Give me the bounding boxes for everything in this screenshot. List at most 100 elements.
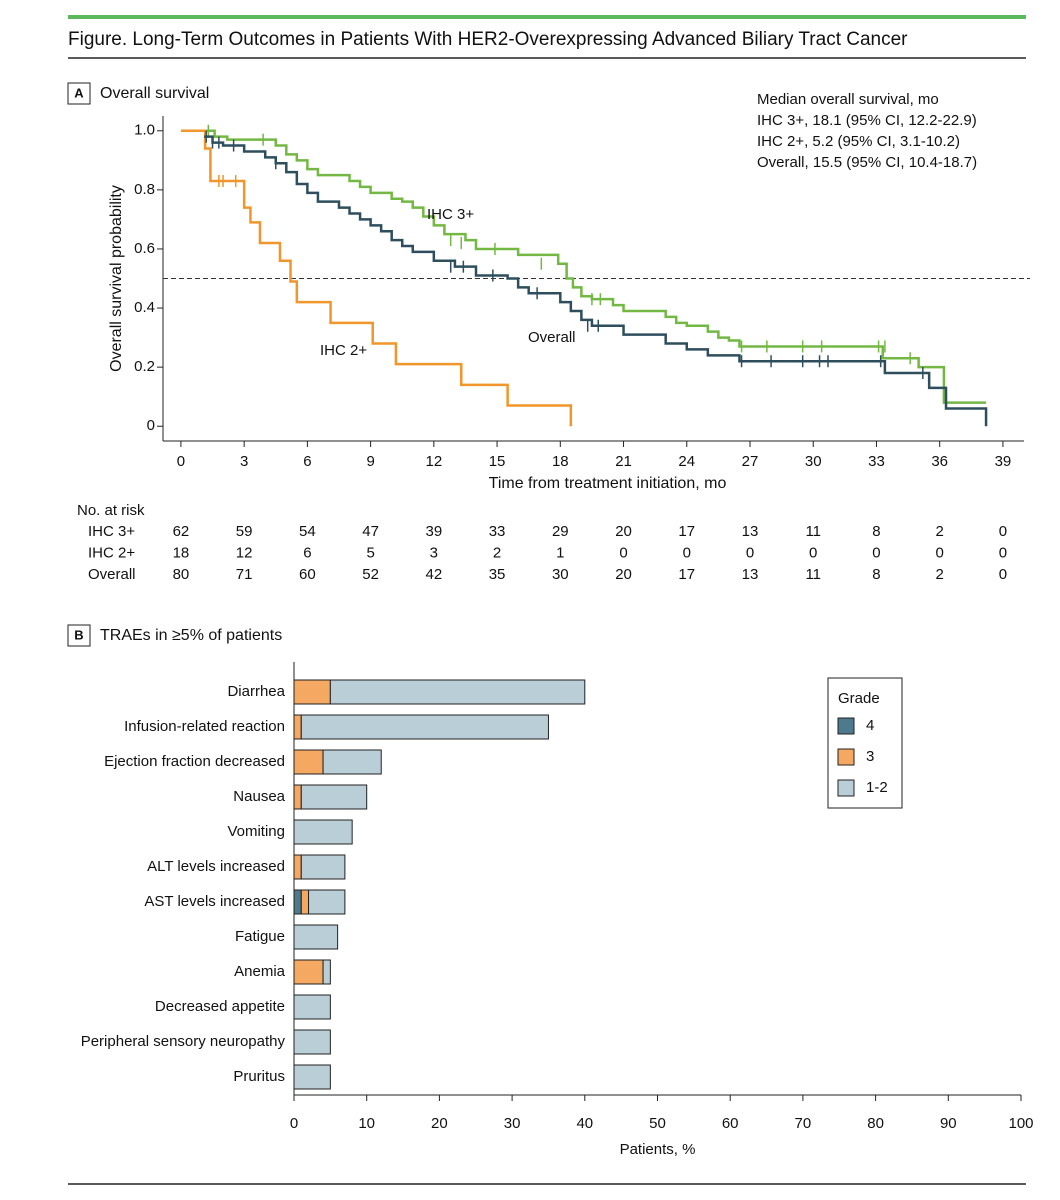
category-label: Nausea (233, 788, 285, 805)
at-risk-value: 33 (489, 523, 506, 540)
at-risk-value: 3 (430, 544, 438, 561)
at-risk-value: 11 (805, 566, 821, 583)
category-label: Infusion-related reaction (124, 718, 285, 735)
x-tick-label: 60 (722, 1115, 739, 1132)
category-label: Peripheral sensory neuropathy (81, 1033, 286, 1050)
x-tick-label: 90 (940, 1115, 957, 1132)
x-tick-label: 70 (795, 1115, 812, 1132)
bar-segment (293, 819, 353, 845)
at-risk-value: 2 (493, 544, 501, 561)
panel-label-box (67, 82, 91, 105)
panel-title: TRAEs in ≥5% of patients (100, 627, 282, 644)
x-tick-label: 36 (931, 453, 948, 470)
at-risk-value: 47 (362, 523, 379, 540)
panel-title: Overall survival (100, 85, 209, 102)
x-tick-label: 30 (504, 1115, 521, 1132)
annotation-line: Overall, 15.5 (95% CI, 10.4-18.7) (757, 154, 977, 171)
at-risk-value: 0 (683, 544, 691, 561)
bar-segment (293, 924, 339, 950)
at-risk-row-label: Overall (88, 566, 136, 583)
at-risk-title: No. at risk (77, 502, 145, 519)
bar-segment (308, 889, 346, 915)
category-label: Anemia (234, 963, 286, 980)
y-tick-label: 0.2 (134, 358, 155, 375)
x-tick-label: 50 (649, 1115, 666, 1132)
x-tick-label: 80 (867, 1115, 884, 1132)
top-rule (68, 15, 1026, 19)
at-risk-row-label: IHC 3+ (88, 523, 135, 540)
at-risk-value: 71 (236, 566, 253, 583)
x-tick-label: 20 (431, 1115, 448, 1132)
bar-segment (293, 714, 302, 740)
category-label: ALT levels increased (147, 858, 285, 875)
x-tick-label: 100 (1008, 1115, 1033, 1132)
at-risk-value: 60 (299, 566, 316, 583)
survival-curve (204, 135, 988, 427)
at-risk-value: 30 (552, 566, 569, 583)
y-axis-title: Overall survival probability (108, 185, 125, 372)
at-risk-value: 20 (615, 566, 632, 583)
at-risk-value: 59 (236, 523, 253, 540)
at-risk-value: 80 (173, 566, 190, 583)
at-risk-value: 2 (936, 523, 944, 540)
at-risk-value: 0 (619, 544, 627, 561)
at-risk-value: 39 (425, 523, 442, 540)
at-risk-value: 8 (872, 566, 880, 583)
x-tick-label: 6 (303, 453, 311, 470)
legend-swatch (837, 779, 855, 797)
at-risk-value: 5 (366, 544, 374, 561)
at-risk-value: 0 (746, 544, 754, 561)
x-tick-label: 40 (576, 1115, 593, 1132)
x-tick-label: 10 (358, 1115, 375, 1132)
bar-segment (329, 679, 586, 705)
category-label: Vomiting (227, 823, 285, 840)
panel-label: B (74, 627, 83, 642)
category-label: Fatigue (235, 928, 285, 945)
at-risk-value: 1 (556, 544, 564, 561)
bar-segment (293, 959, 324, 985)
annotation-line: IHC 3+, 18.1 (95% CI, 12.2-22.9) (757, 112, 977, 129)
bar-segment (293, 889, 302, 915)
category-label: Pruritus (233, 1068, 285, 1085)
category-label: AST levels increased (144, 893, 285, 910)
at-risk-value: 12 (236, 544, 253, 561)
at-risk-value: 6 (303, 544, 311, 561)
curve-label: Overall (528, 329, 576, 346)
bar-segment (293, 784, 302, 810)
bar-segment (293, 679, 331, 705)
curve-label: IHC 3+ (427, 206, 474, 223)
y-tick-label: 0 (147, 417, 155, 434)
at-risk-value: 0 (936, 544, 944, 561)
bar-segment (300, 854, 346, 880)
at-risk-value: 0 (872, 544, 880, 561)
at-risk-value: 42 (425, 566, 442, 583)
at-risk-value: 13 (742, 523, 759, 540)
at-risk-value: 0 (999, 544, 1007, 561)
x-tick-label: 39 (995, 453, 1012, 470)
legend-title: Grade (838, 690, 880, 707)
at-risk-value: 2 (936, 566, 944, 583)
legend-label: 1-2 (866, 779, 888, 796)
at-risk-value: 0 (809, 544, 817, 561)
at-risk-value: 0 (999, 566, 1007, 583)
at-risk-row-label: IHC 2+ (88, 544, 135, 561)
at-risk-value: 17 (678, 523, 695, 540)
y-tick-label: 1.0 (134, 122, 155, 139)
x-tick-label: 21 (615, 453, 632, 470)
x-tick-label: 18 (552, 453, 569, 470)
at-risk-value: 29 (552, 523, 569, 540)
x-tick-label: 24 (678, 453, 695, 470)
x-axis-title: Patients, % (620, 1141, 696, 1158)
at-risk-value: 52 (362, 566, 379, 583)
x-tick-label: 15 (489, 453, 506, 470)
legend-swatch (837, 748, 855, 766)
figure-title: Figure. Long-Term Outcomes in Patients W… (68, 29, 908, 50)
panel-label: A (74, 85, 84, 100)
bar-segment (293, 1064, 331, 1090)
x-tick-label: 30 (805, 453, 822, 470)
bar-segment (293, 1029, 331, 1055)
at-risk-value: 8 (872, 523, 880, 540)
x-tick-label: 33 (868, 453, 885, 470)
